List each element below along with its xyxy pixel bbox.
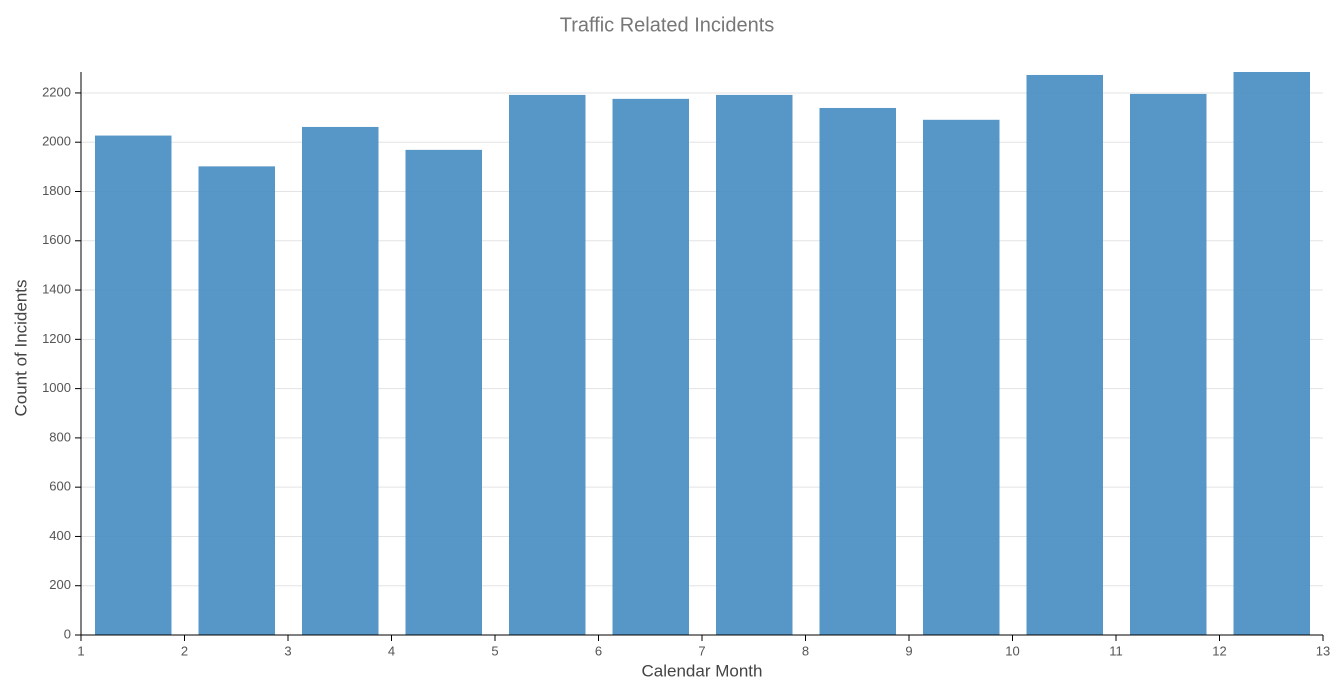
y-tick-label: 200: [49, 577, 71, 592]
bar: [405, 149, 482, 636]
bar: [716, 94, 793, 635]
x-tick-label: 11: [1109, 643, 1123, 658]
x-tick-label: 4: [388, 643, 395, 658]
bar: [1026, 74, 1103, 636]
bar: [95, 135, 172, 636]
bar: [612, 98, 689, 636]
x-tick-label: 1: [77, 643, 84, 658]
x-tick-label: 12: [1212, 643, 1226, 658]
bar: [198, 166, 275, 635]
y-tick-label: 1800: [42, 183, 71, 198]
x-tick-label: 10: [1005, 643, 1019, 658]
x-tick-label: 7: [698, 643, 705, 658]
x-tick-label: 6: [595, 643, 602, 658]
bar: [302, 126, 379, 635]
x-tick-label: 3: [284, 643, 291, 658]
x-axis-label: Calendar Month: [642, 661, 763, 680]
y-axis-label: Count of Incidents: [11, 279, 30, 416]
y-tick-label: 2200: [42, 84, 71, 99]
x-tick-label: 5: [491, 643, 498, 658]
y-tick-label: 1000: [42, 380, 71, 395]
y-tick-label: 600: [49, 479, 71, 494]
chart-title: Traffic Related Incidents: [560, 14, 775, 36]
x-tick-label: 8: [802, 643, 809, 658]
x-tick-label: 2: [181, 643, 188, 658]
bar: [819, 107, 896, 635]
bar: [923, 119, 1000, 635]
y-tick-label: 1400: [42, 281, 71, 296]
y-tick-label: 1600: [42, 232, 71, 247]
x-tick-label: 9: [905, 643, 912, 658]
bar: [509, 94, 586, 635]
y-tick-label: 0: [64, 626, 71, 641]
y-tick-label: 800: [49, 429, 71, 444]
x-tick-label: 13: [1316, 643, 1330, 658]
y-tick-label: 1200: [42, 331, 71, 346]
bar: [1130, 93, 1207, 636]
y-tick-label: 2000: [42, 134, 71, 149]
y-tick-label: 400: [49, 528, 71, 543]
bar: [1233, 72, 1310, 635]
